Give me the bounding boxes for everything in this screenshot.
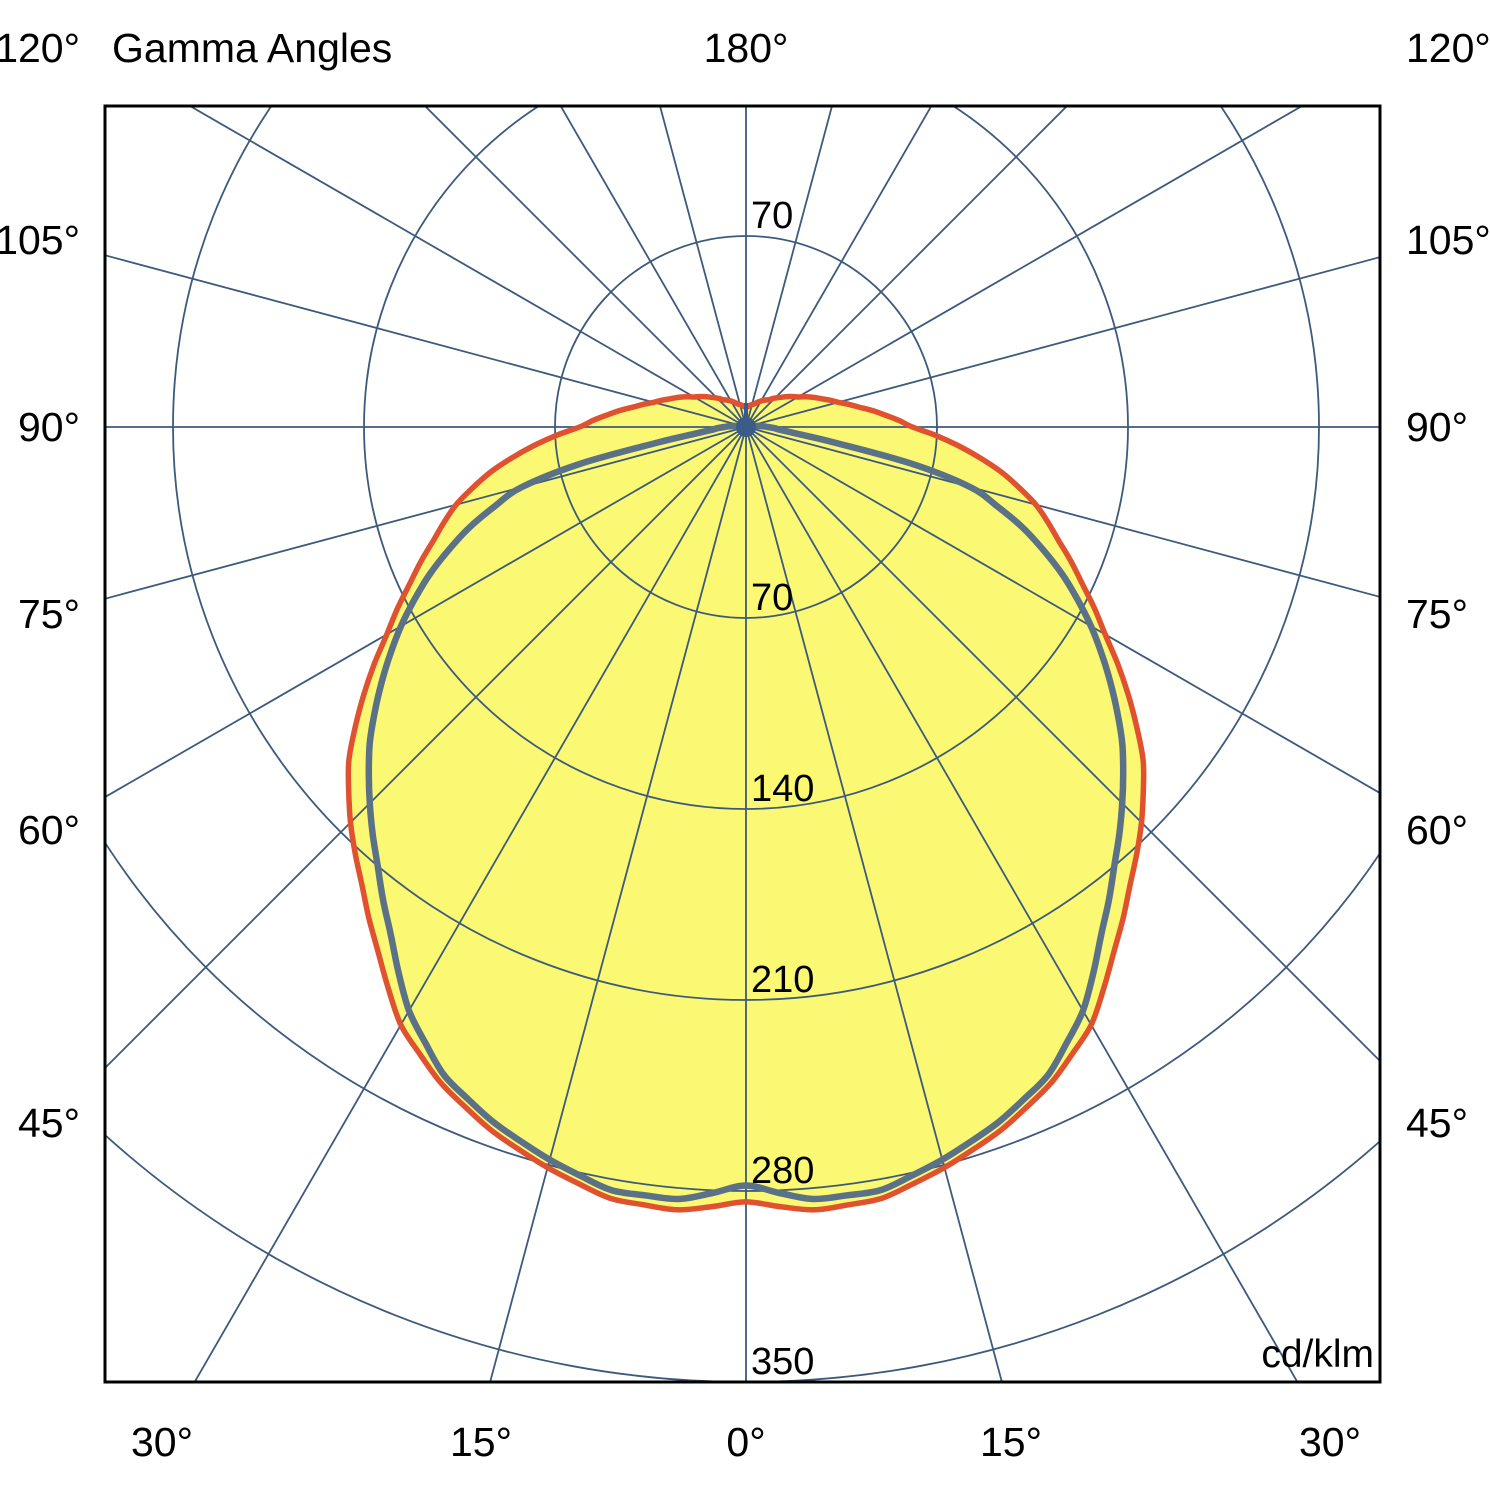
gamma-labels-right: 120° 105° 90° 75° 60° 45° <box>1406 25 1490 1146</box>
gamma-label-bottom-4: 30° <box>1299 1419 1361 1465</box>
gamma-label-bottom-2: 0° <box>726 1419 765 1465</box>
polar-origin-dot <box>736 417 756 437</box>
gamma-label-right-120: 120° <box>1406 25 1490 71</box>
gamma-label-right-75: 75° <box>1406 591 1468 637</box>
grid-spoke-75 <box>745 426 1380 598</box>
tick-label-70: 70 <box>751 577 793 619</box>
grid-spoke-150 <box>745 106 933 428</box>
gamma-label-left-45: 45° <box>18 1100 80 1146</box>
grid-spoke-30 <box>745 426 1299 1382</box>
tick-label-140: 140 <box>751 768 814 810</box>
grid-spoke-240 <box>188 106 747 428</box>
grid-spoke-120 <box>745 106 1304 428</box>
gamma-labels-left: 120° 105° 90° 75° 60° 45° <box>0 25 80 1146</box>
grid-spoke-300 <box>105 426 747 799</box>
gamma-label-right-60: 60° <box>1406 807 1468 853</box>
gamma-label-left-60: 60° <box>18 807 80 853</box>
gamma-label-right-45: 45° <box>1406 1100 1468 1146</box>
intensity-tick-labels: 70 70 140 210 280 350 <box>751 195 814 1383</box>
curve-c0-c180 <box>345 393 1147 1213</box>
gamma-label-bottom-3: 15° <box>980 1419 1042 1465</box>
grid-spoke-255 <box>105 254 747 428</box>
grid-spoke-210 <box>559 106 747 428</box>
grid-spoke-195 <box>659 106 747 428</box>
angle-label-180: 180° <box>704 25 789 71</box>
gamma-label-right-90: 90° <box>1406 404 1468 450</box>
grid-spoke-330 <box>193 426 747 1382</box>
tick-label-350: 350 <box>751 1341 814 1383</box>
chart-title: Gamma Angles <box>112 25 392 71</box>
grid-spoke-345 <box>489 426 747 1382</box>
curve-c90-c270 <box>365 422 1127 1203</box>
gamma-labels-bottom: 30° 15° 0° 15° 30° <box>131 1419 1361 1465</box>
tick-label-280: 280 <box>751 1150 814 1192</box>
grid-spoke-45 <box>745 426 1380 1063</box>
grid-spoke-315 <box>105 426 747 1070</box>
grid-spoke-165 <box>745 106 833 428</box>
tick-label-upper-70: 70 <box>751 195 793 237</box>
gamma-label-left-75: 75° <box>18 591 80 637</box>
grid-spoke-15 <box>745 426 1003 1382</box>
grid-spoke-285 <box>105 426 747 600</box>
gamma-label-left-90: 90° <box>18 404 80 450</box>
plot-border <box>103 104 1382 1384</box>
grid-spoke-135 <box>745 106 1069 428</box>
unit-label: cd/klm <box>1261 1333 1374 1376</box>
origin-tick <box>744 403 748 419</box>
gamma-label-left-120: 120° <box>0 25 80 71</box>
gamma-label-right-105: 105° <box>1406 217 1490 263</box>
grid-spoke-105 <box>745 256 1380 428</box>
grid-spoke-225 <box>423 106 747 428</box>
gamma-label-left-105: 105° <box>0 217 80 263</box>
gamma-label-bottom-1: 15° <box>450 1419 512 1465</box>
grid-spoke-60 <box>745 426 1380 795</box>
tick-label-210: 210 <box>751 959 814 1001</box>
gamma-label-bottom-0: 30° <box>131 1419 193 1465</box>
